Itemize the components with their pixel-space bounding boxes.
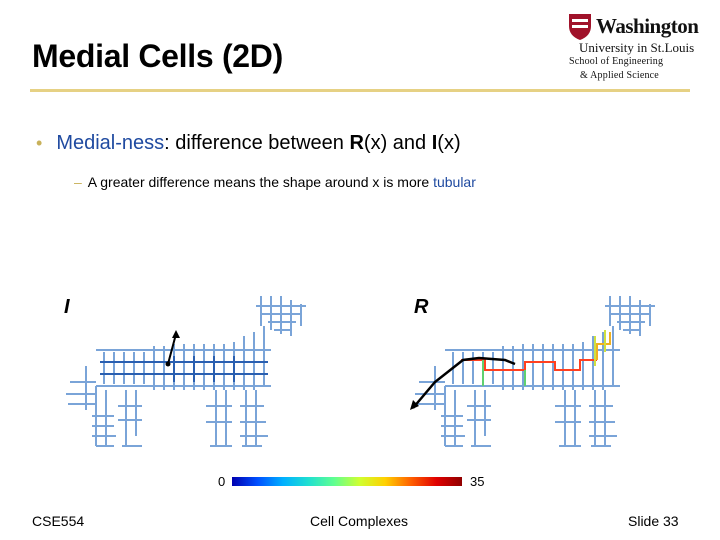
horse-figure-i [66, 296, 306, 447]
colorbar-max: 35 [470, 474, 485, 489]
logo-line-2: University in St.Louis [579, 40, 695, 55]
logo-line-1: Washington [596, 14, 699, 38]
horse-figure-r [410, 296, 655, 447]
label-i: I [64, 296, 70, 318]
footer-topic: Cell Complexes [310, 513, 409, 529]
logo-line-3: School of Engineering [569, 56, 664, 67]
shield-icon [569, 14, 591, 40]
colorbar-min: 0 [218, 474, 226, 489]
colorbar [232, 477, 462, 486]
bullet-1: • Medial-ness: difference between R(x) an… [36, 132, 461, 154]
footer-course: CSE554 [32, 513, 85, 529]
bullet-icon: • [36, 133, 43, 153]
footer-slide-number: Slide 33 [628, 513, 679, 529]
dash-icon: – [74, 174, 82, 190]
label-r: R [414, 296, 429, 318]
title-divider [30, 89, 690, 92]
bullet-2: – A greater difference means the shape ar… [74, 174, 476, 190]
university-logo: Washington University in St.Louis School… [566, 12, 699, 84]
term-tubular: tubular [433, 174, 476, 190]
logo-line-4: & Applied Science [580, 70, 659, 81]
term-medialness: Medial-ness [56, 132, 165, 154]
slide-title: Medial Cells (2D) [32, 38, 283, 74]
